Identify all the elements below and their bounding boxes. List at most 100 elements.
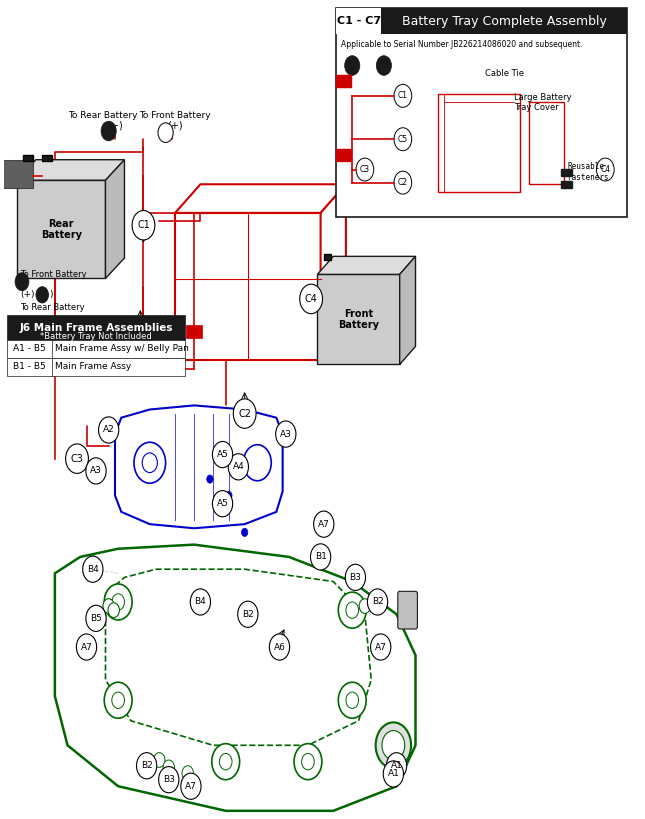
Polygon shape	[17, 160, 124, 180]
Circle shape	[132, 210, 155, 240]
Text: C1 - C7: C1 - C7	[337, 16, 381, 26]
Circle shape	[104, 584, 132, 620]
Circle shape	[243, 445, 272, 481]
Circle shape	[137, 753, 157, 779]
Circle shape	[302, 753, 314, 770]
Circle shape	[313, 511, 334, 537]
Circle shape	[394, 84, 412, 107]
Text: Main Frame Assy w/ Belly Pan: Main Frame Assy w/ Belly Pan	[55, 345, 189, 353]
Text: B3: B3	[350, 573, 361, 581]
Text: (+): (+)	[167, 120, 183, 130]
Circle shape	[154, 753, 165, 767]
Text: A3: A3	[90, 467, 102, 475]
Text: A2: A2	[103, 426, 115, 434]
Polygon shape	[400, 256, 415, 364]
Text: C3: C3	[70, 454, 83, 464]
Text: A7: A7	[81, 643, 92, 651]
FancyBboxPatch shape	[337, 149, 352, 162]
Circle shape	[345, 564, 366, 590]
Circle shape	[376, 56, 392, 75]
Circle shape	[112, 692, 124, 708]
Circle shape	[103, 599, 114, 613]
Text: Front
Battery: Front Battery	[338, 309, 379, 330]
Text: C2: C2	[398, 179, 408, 187]
Circle shape	[346, 602, 359, 618]
Circle shape	[112, 594, 124, 610]
Circle shape	[233, 399, 256, 428]
FancyBboxPatch shape	[438, 94, 520, 192]
Circle shape	[142, 453, 157, 473]
FancyBboxPatch shape	[337, 75, 352, 88]
FancyBboxPatch shape	[398, 591, 417, 629]
Text: To Front Battery: To Front Battery	[139, 111, 211, 120]
Text: Battery Tray Complete Assembly: Battery Tray Complete Assembly	[402, 15, 606, 28]
Text: *Battery Tray Not Included: *Battery Tray Not Included	[40, 333, 152, 341]
Text: (+): (+)	[20, 291, 35, 299]
Text: A7: A7	[375, 643, 386, 651]
Polygon shape	[106, 569, 372, 745]
Circle shape	[36, 287, 48, 303]
Circle shape	[15, 273, 29, 291]
Circle shape	[226, 491, 232, 500]
Circle shape	[182, 766, 194, 781]
Text: (−): (−)	[107, 120, 123, 130]
Text: Main Frame Assy: Main Frame Assy	[55, 363, 131, 371]
Circle shape	[241, 528, 248, 536]
Polygon shape	[317, 256, 415, 274]
Circle shape	[275, 421, 296, 447]
Text: B2: B2	[242, 610, 253, 618]
Text: C4: C4	[600, 165, 610, 174]
Text: A1: A1	[388, 770, 399, 778]
Circle shape	[300, 284, 322, 314]
Circle shape	[339, 592, 366, 628]
Text: B2: B2	[372, 598, 383, 606]
Circle shape	[212, 441, 233, 468]
Circle shape	[368, 589, 388, 615]
FancyBboxPatch shape	[337, 8, 381, 34]
FancyBboxPatch shape	[8, 358, 184, 376]
FancyBboxPatch shape	[175, 213, 321, 360]
Text: A7: A7	[318, 520, 330, 528]
Text: Cable Tie: Cable Tie	[485, 70, 524, 78]
Circle shape	[228, 454, 248, 480]
Circle shape	[344, 56, 360, 75]
Text: To Rear Battery: To Rear Battery	[68, 111, 137, 120]
Text: J6 Main Frame Assemblies: J6 Main Frame Assemblies	[19, 323, 173, 333]
FancyBboxPatch shape	[1, 160, 33, 188]
Circle shape	[108, 603, 119, 618]
Text: B3: B3	[163, 776, 175, 784]
Text: C1: C1	[137, 220, 150, 230]
Circle shape	[382, 731, 405, 760]
Text: C5: C5	[398, 135, 408, 143]
Circle shape	[76, 634, 97, 660]
Circle shape	[356, 158, 373, 181]
Circle shape	[129, 321, 152, 351]
Circle shape	[158, 123, 174, 143]
FancyBboxPatch shape	[561, 181, 572, 188]
Text: C3: C3	[360, 165, 370, 174]
Text: To Front Battery: To Front Battery	[20, 270, 86, 278]
Circle shape	[375, 722, 411, 768]
Polygon shape	[106, 160, 124, 278]
Circle shape	[163, 760, 174, 775]
Text: A7: A7	[185, 782, 197, 790]
FancyBboxPatch shape	[17, 180, 106, 278]
FancyBboxPatch shape	[381, 8, 628, 34]
FancyBboxPatch shape	[530, 102, 564, 184]
Text: C2: C2	[238, 409, 251, 419]
Circle shape	[86, 458, 106, 484]
Polygon shape	[321, 184, 346, 360]
Text: A5: A5	[217, 500, 228, 508]
Text: C1: C1	[398, 92, 408, 100]
Circle shape	[294, 744, 322, 780]
FancyBboxPatch shape	[1, 160, 33, 188]
Circle shape	[394, 128, 412, 151]
Circle shape	[238, 601, 258, 627]
Circle shape	[104, 682, 132, 718]
Circle shape	[134, 442, 166, 483]
Circle shape	[339, 682, 366, 718]
Circle shape	[212, 491, 233, 517]
Circle shape	[219, 753, 232, 770]
Text: B4: B4	[87, 565, 99, 573]
Circle shape	[212, 744, 240, 780]
